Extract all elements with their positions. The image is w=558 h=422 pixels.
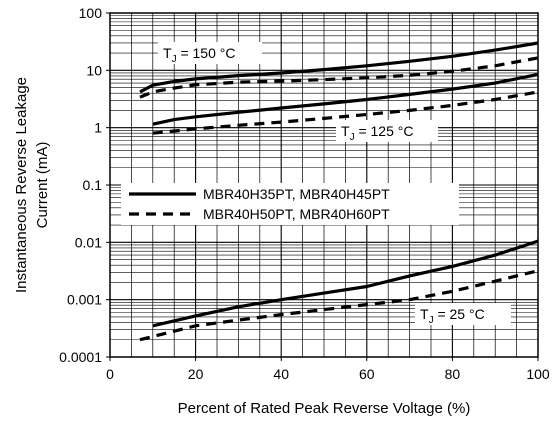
annotation-25c: TJ = 25 °C bbox=[420, 306, 485, 326]
x-tick-label: 60 bbox=[359, 366, 375, 382]
annotation-bg-25c bbox=[415, 303, 511, 325]
series-line-solid-2 bbox=[152, 72, 539, 126]
annotation-150c: TJ = 150 °C bbox=[163, 45, 235, 65]
x-axis: 0 20 40 60 80 100 bbox=[106, 357, 550, 382]
series-line-solid-0 bbox=[139, 41, 539, 94]
y-tick-label: 0.001 bbox=[67, 292, 102, 308]
y-tick-label: 0.01 bbox=[75, 234, 102, 250]
y-tick-label: 1 bbox=[94, 120, 102, 136]
x-axis-title: Percent of Rated Peak Reverse Voltage (%… bbox=[178, 400, 471, 417]
annotation-125c: TJ = 125 °C bbox=[341, 123, 413, 143]
y-tick-label: 10 bbox=[86, 62, 102, 78]
annotation-bg-150c bbox=[158, 42, 262, 64]
x-tick-label: 40 bbox=[273, 366, 289, 382]
y-axis-title-line1: Instantaneous Reverse Leakage bbox=[13, 77, 30, 293]
y-tick-label: 0.1 bbox=[83, 177, 103, 193]
annotations: TJ = 150 °C TJ = 125 °C TJ = 25 °C bbox=[158, 42, 511, 326]
x-tick-label: 100 bbox=[526, 366, 550, 382]
annotation-bg-125c bbox=[336, 120, 438, 142]
series-line-dashed-3 bbox=[152, 90, 539, 135]
y-tick-label: 0.0001 bbox=[59, 349, 102, 365]
y-tick-label: 100 bbox=[79, 5, 103, 21]
series-line-solid-4 bbox=[152, 239, 539, 328]
x-tick-label: 20 bbox=[188, 366, 204, 382]
x-tick-label: 0 bbox=[106, 366, 114, 382]
series-lines bbox=[139, 41, 539, 342]
series-line-dashed-5 bbox=[139, 269, 539, 342]
y-axis: 0.0001 0.001 0.01 0.1 1 10 100 bbox=[59, 5, 110, 365]
legend: MBR40H35PT, MBR40H45PT MBR40H50PT, MBR40… bbox=[121, 183, 459, 225]
y-axis-title-line2: Current (mA) bbox=[34, 142, 51, 229]
legend-label-dashed: MBR40H50PT, MBR40H60PT bbox=[203, 206, 390, 222]
legend-box bbox=[121, 183, 459, 225]
x-tick-label: 80 bbox=[445, 366, 461, 382]
legend-label-solid: MBR40H35PT, MBR40H45PT bbox=[203, 186, 390, 202]
